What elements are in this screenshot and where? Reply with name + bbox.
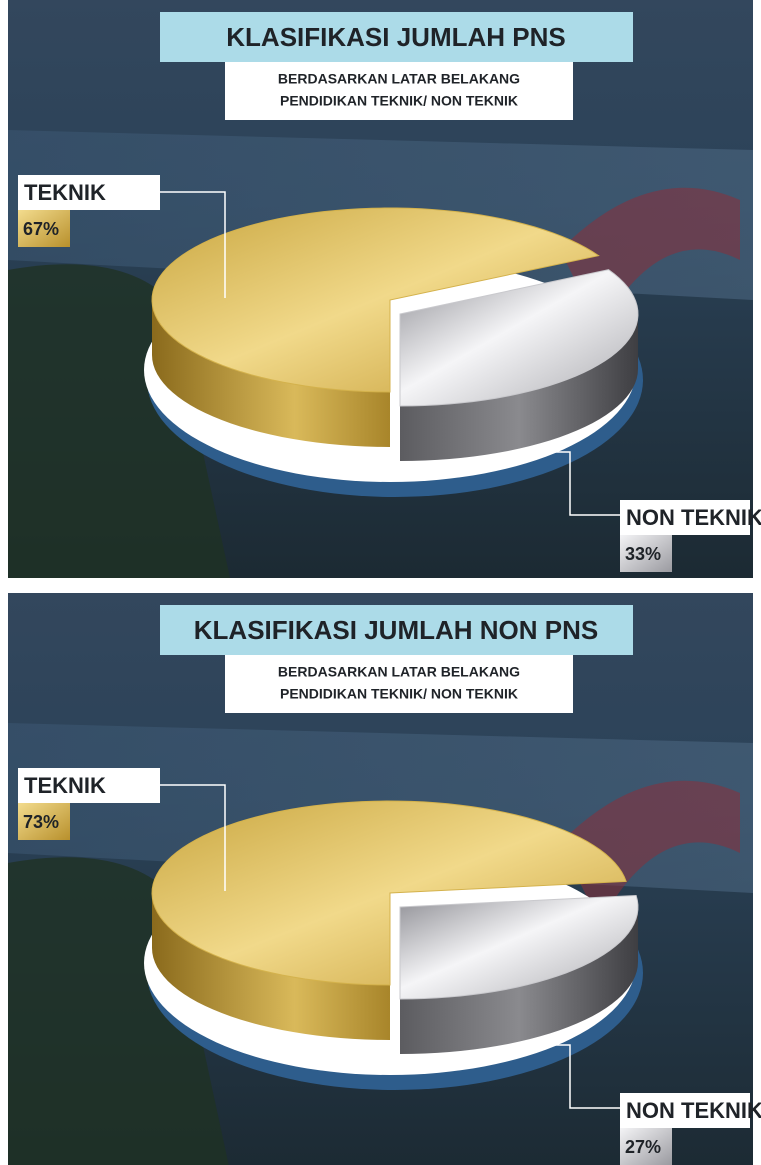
title-box — [160, 12, 633, 62]
value-label: 27% — [625, 1137, 661, 1157]
title-box — [160, 605, 633, 655]
pie-slice — [399, 269, 639, 461]
value-label: 33% — [625, 544, 661, 564]
legend-label: NON TEKNIK — [626, 1098, 761, 1123]
subtitle-box — [225, 655, 573, 713]
chart-subtitle: PENDIDIKAN TEKNIK/ NON TEKNIK — [280, 93, 518, 109]
slice-top — [151, 800, 627, 986]
pie-slice — [151, 207, 600, 447]
slice-top — [399, 269, 639, 407]
leader-line — [520, 1044, 620, 1109]
legend-label: NON TEKNIK — [626, 505, 761, 530]
subtitle-box — [225, 62, 573, 120]
chart-subtitle: BERDASARKAN LATAR BELAKANG — [278, 71, 520, 87]
slice-side — [152, 893, 390, 1040]
pie-slice — [399, 894, 639, 1054]
slice-side — [400, 314, 638, 461]
legend-box — [620, 1093, 750, 1128]
slice-side — [400, 907, 638, 1054]
value-label: 73% — [23, 812, 59, 832]
legend-box — [18, 768, 160, 803]
legend-box — [18, 175, 160, 210]
value-label: 67% — [23, 219, 59, 239]
legend-box — [620, 500, 750, 535]
value-box — [620, 1128, 672, 1165]
value-box — [18, 803, 70, 840]
leader-line — [160, 191, 226, 298]
chart-subtitle: BERDASARKAN LATAR BELAKANG — [278, 664, 520, 680]
legend-label: TEKNIK — [24, 773, 106, 798]
chart-title: KLASIFIKASI JUMLAH PNS — [226, 22, 565, 52]
slice-side — [152, 300, 390, 447]
pie-panel: KLASIFIKASI JUMLAH NON PNS BERDASARKAN LA… — [8, 593, 761, 1165]
leader-line — [160, 784, 226, 891]
value-box — [620, 535, 672, 572]
slice-top — [151, 207, 600, 393]
value-box — [18, 210, 70, 247]
chart-title: KLASIFIKASI JUMLAH NON PNS — [194, 615, 598, 645]
slice-top — [399, 894, 639, 1000]
chart-subtitle: PENDIDIKAN TEKNIK/ NON TEKNIK — [280, 686, 518, 702]
legend-label: TEKNIK — [24, 180, 106, 205]
leader-line — [520, 451, 620, 516]
pie-slice — [151, 800, 627, 1040]
bridge — [560, 780, 740, 923]
pie-panel: KLASIFIKASI JUMLAH PNS BERDASARKAN LATAR … — [8, 0, 761, 578]
